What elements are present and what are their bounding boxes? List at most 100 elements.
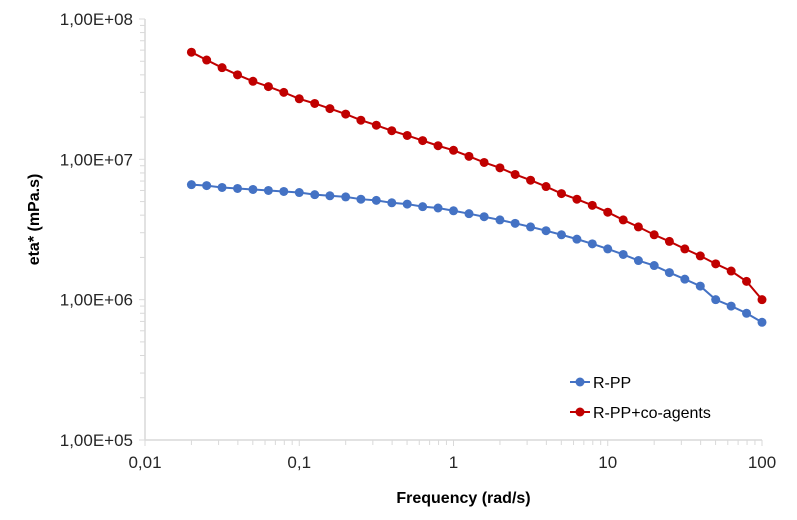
data-point — [217, 63, 227, 73]
data-point — [202, 55, 212, 65]
data-point — [356, 115, 366, 125]
tick-marks — [139, 18, 763, 446]
data-point — [479, 157, 489, 167]
data-point — [541, 226, 551, 236]
data-point — [371, 120, 381, 130]
data-point — [664, 236, 674, 246]
y-tick-label: 1,00E+07 — [60, 150, 133, 169]
data-point — [186, 47, 196, 57]
data-point — [695, 251, 705, 261]
data-point — [387, 198, 397, 208]
data-point — [294, 188, 304, 198]
data-point — [603, 207, 613, 217]
legend-item: R-PP — [570, 375, 631, 392]
data-point — [449, 206, 458, 216]
data-point — [587, 239, 597, 249]
series-r-pp-co-agents — [186, 47, 767, 305]
data-point — [479, 212, 489, 222]
data-point — [310, 190, 320, 200]
x-axis-title: Frequency (rad/s) — [396, 490, 530, 507]
data-point — [217, 182, 227, 192]
tick-labels: 1,00E+05 1,00E+06 1,00E+07 1,00E+08 0,01 0,1 1… — [60, 10, 776, 472]
data-point — [726, 301, 736, 311]
y-axis-title: eta* (mPa.s) — [26, 174, 43, 266]
y-tick-label: 1,00E+06 — [60, 291, 133, 310]
data-point — [680, 274, 690, 284]
data-point — [618, 249, 628, 259]
data-point — [433, 203, 443, 213]
series-line — [191, 183, 763, 324]
data-point — [664, 268, 674, 278]
legend-marker — [575, 407, 585, 417]
data-point — [556, 189, 566, 199]
data-point — [325, 191, 335, 201]
data-point — [341, 192, 351, 202]
data-point — [757, 295, 767, 305]
data-point — [402, 199, 412, 209]
data-point — [248, 76, 258, 86]
data-point — [294, 94, 304, 104]
y-tick-label: 1,00E+08 — [60, 10, 133, 29]
data-point — [633, 222, 643, 232]
data-point — [418, 136, 428, 146]
data-point — [649, 261, 659, 271]
data-point — [341, 109, 351, 119]
x-tick-label: 1 — [449, 453, 458, 472]
data-point — [279, 186, 289, 196]
data-point — [387, 126, 397, 136]
legend-label: R-PP — [593, 375, 631, 392]
series-r-pp — [186, 180, 767, 327]
data-point — [263, 82, 273, 92]
data-point — [464, 151, 474, 161]
axes — [144, 19, 762, 441]
data-point — [742, 276, 752, 286]
data-point — [233, 183, 243, 193]
data-point — [279, 87, 289, 97]
data-point — [572, 234, 582, 244]
y-tick-label: 1,00E+05 — [60, 431, 133, 450]
data-point — [325, 104, 335, 114]
data-point — [495, 215, 505, 225]
data-point — [510, 169, 520, 179]
data-point — [680, 244, 690, 254]
data-point — [495, 163, 505, 173]
data-point — [402, 130, 412, 140]
legend-item: R-PP+co-agents — [570, 405, 711, 422]
data-point — [711, 259, 721, 269]
data-point — [433, 141, 443, 151]
data-point — [248, 184, 258, 194]
data-point — [510, 218, 520, 228]
data-point — [526, 222, 536, 232]
data-point — [233, 70, 243, 80]
data-point — [356, 194, 366, 204]
data-point — [371, 195, 381, 205]
legend-marker — [575, 377, 585, 387]
data-point — [186, 180, 196, 190]
x-tick-label: 10 — [598, 453, 617, 472]
data-point — [695, 281, 705, 291]
series-layer — [186, 47, 767, 327]
legend: R-PP R-PP+co-agents — [570, 375, 711, 422]
data-point — [449, 145, 458, 155]
data-point — [711, 295, 721, 305]
data-point — [263, 185, 273, 195]
data-point — [649, 230, 659, 240]
data-point — [603, 244, 613, 254]
data-point — [526, 175, 536, 185]
data-point — [202, 181, 212, 191]
data-point — [742, 308, 752, 318]
data-point — [618, 215, 628, 225]
data-point — [757, 317, 767, 327]
data-point — [556, 230, 566, 240]
x-tick-label: 0,1 — [287, 453, 311, 472]
data-point — [633, 256, 643, 266]
data-point — [726, 266, 736, 276]
legend-label: R-PP+co-agents — [593, 405, 711, 422]
data-point — [310, 98, 320, 108]
data-point — [587, 200, 597, 210]
x-tick-label: 0,01 — [128, 453, 161, 472]
x-tick-label: 100 — [748, 453, 776, 472]
data-point — [418, 202, 428, 212]
series-line — [190, 51, 763, 301]
